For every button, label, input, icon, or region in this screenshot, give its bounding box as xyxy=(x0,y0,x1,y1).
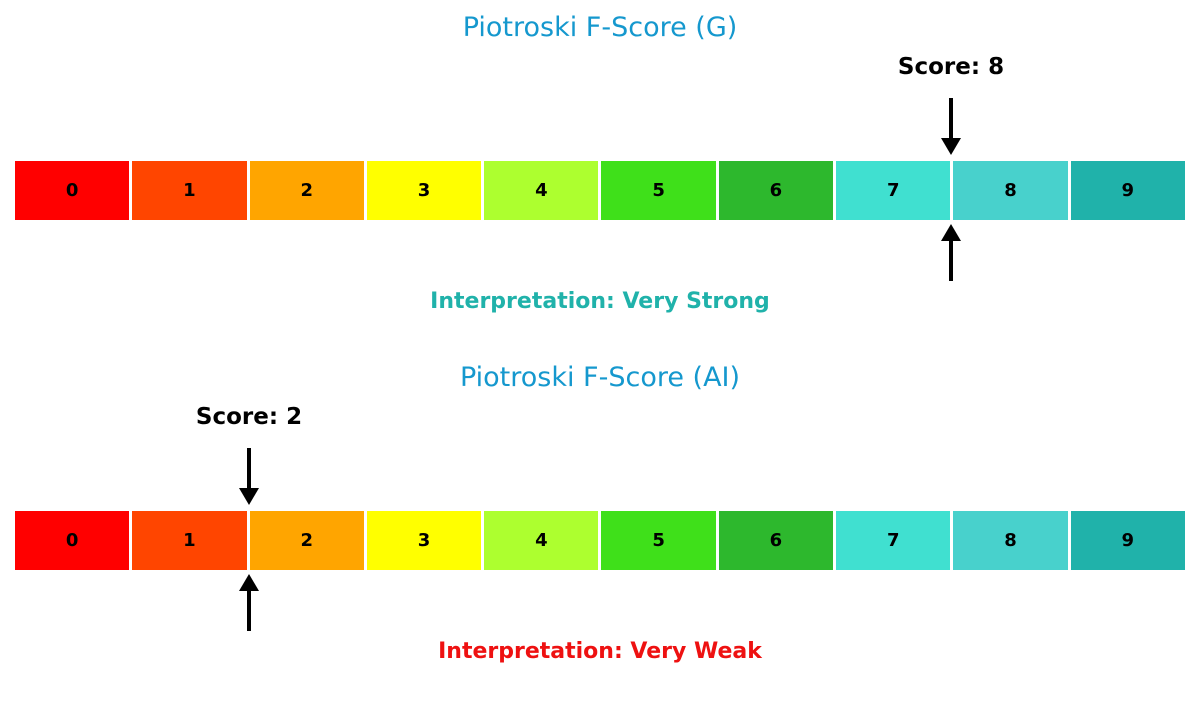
arrow-head xyxy=(239,574,259,591)
up-arrow-icon xyxy=(238,574,260,631)
down-arrow-icon xyxy=(238,448,260,505)
arrow-head xyxy=(239,488,259,505)
arrow-stem xyxy=(949,98,953,138)
segment-5: 5 xyxy=(601,161,716,220)
segment-8: 8 xyxy=(953,161,1068,220)
arrow-head xyxy=(941,224,961,241)
arrow-stem xyxy=(247,591,251,631)
segment-2: 2 xyxy=(249,511,364,570)
segment-7: 7 xyxy=(836,161,951,220)
segment-9: 9 xyxy=(1070,511,1185,570)
segment-6: 6 xyxy=(718,511,834,570)
score-label: Score: 8 xyxy=(897,54,1005,80)
segment-4: 4 xyxy=(484,511,599,570)
segment-0: 0 xyxy=(15,511,130,570)
segment-8: 8 xyxy=(953,511,1068,570)
segment-1: 1 xyxy=(132,511,247,570)
arrow-head xyxy=(941,138,961,155)
arrow-stem xyxy=(247,448,251,488)
chart-title: Piotroski F-Score (AI) xyxy=(459,362,741,393)
segment-9: 9 xyxy=(1070,161,1185,220)
arrow-stem xyxy=(949,241,953,281)
segment-1: 1 xyxy=(132,161,247,220)
segment-5: 5 xyxy=(601,511,716,570)
interpretation-text: Interpretation: Very Strong xyxy=(430,289,770,314)
segment-6: 6 xyxy=(718,161,834,220)
segment-4: 4 xyxy=(484,161,599,220)
segment-2: 2 xyxy=(249,161,364,220)
segment-3: 3 xyxy=(366,161,482,220)
chart-title: Piotroski F-Score (G) xyxy=(462,12,738,43)
down-arrow-icon xyxy=(940,98,962,155)
interpretation-text: Interpretation: Very Weak xyxy=(438,639,762,664)
up-arrow-icon xyxy=(940,224,962,281)
score-label: Score: 2 xyxy=(195,404,303,430)
segment-0: 0 xyxy=(15,161,130,220)
segment-7: 7 xyxy=(836,511,951,570)
segment-3: 3 xyxy=(366,511,482,570)
